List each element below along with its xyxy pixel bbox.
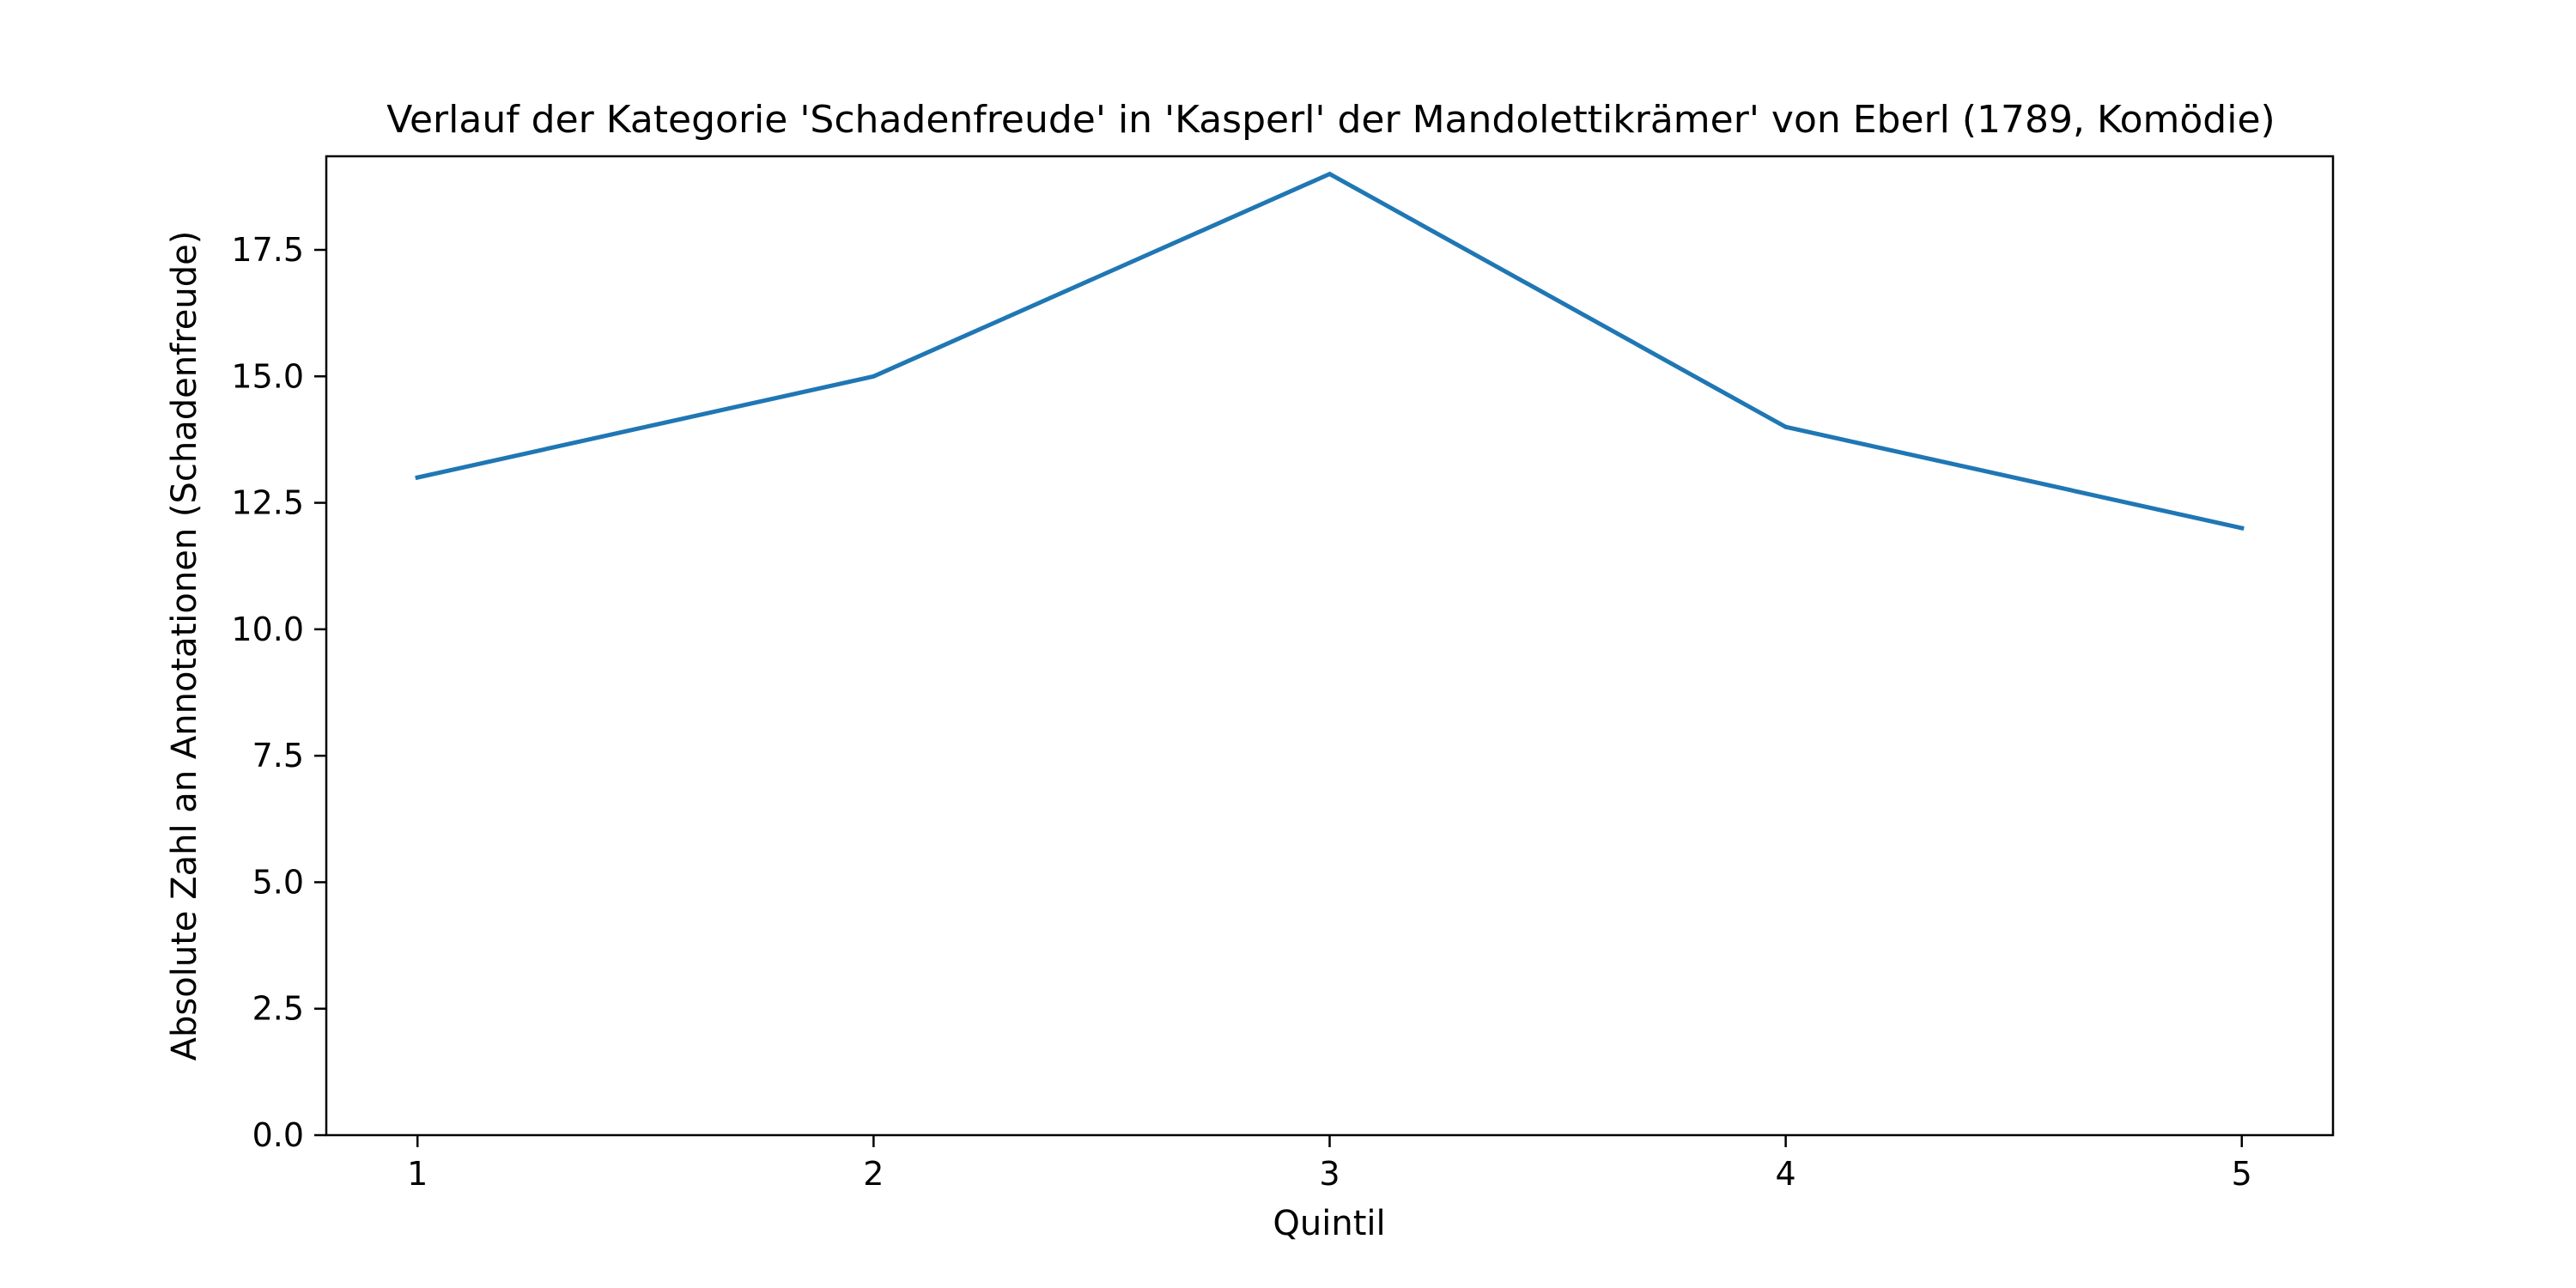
chart-title: Verlauf der Kategorie 'Schadenfreude' in… bbox=[386, 98, 2275, 142]
y-tick-label: 12.5 bbox=[231, 484, 304, 522]
y-tick-label: 0.0 bbox=[252, 1116, 304, 1154]
y-tick-label: 7.5 bbox=[252, 737, 304, 775]
plot-frame bbox=[325, 155, 2335, 1137]
y-axis-label: Absolute Zahl an Annotationen (Schadenfr… bbox=[165, 231, 204, 1061]
plot-area bbox=[326, 156, 2333, 1135]
y-tick-label: 2.5 bbox=[252, 990, 304, 1028]
x-tick-label: 5 bbox=[2232, 1155, 2252, 1193]
data-point bbox=[1327, 172, 1332, 177]
y-tick-label: 15.0 bbox=[231, 357, 304, 395]
series-layer bbox=[415, 172, 2245, 531]
x-tick-label: 2 bbox=[863, 1155, 884, 1193]
x-tick-label: 3 bbox=[1319, 1155, 1340, 1193]
x-tick-label: 4 bbox=[1776, 1155, 1796, 1193]
y-tick-label: 10.0 bbox=[231, 611, 304, 648]
y-tick-label: 5.0 bbox=[252, 863, 304, 901]
data-point bbox=[871, 374, 876, 379]
data-point bbox=[1783, 424, 1789, 429]
x-axis-label: Quintil bbox=[1273, 1204, 1385, 1243]
data-point bbox=[415, 475, 420, 480]
data-point bbox=[2239, 526, 2245, 531]
x-axis-ticks: 1 2 3 4 5 bbox=[407, 1135, 2252, 1193]
x-tick-label: 1 bbox=[407, 1155, 428, 1193]
y-axis-ticks: 0.0 2.5 5.0 7.5 10.0 12.5 15.0 17.5 bbox=[231, 231, 326, 1154]
y-tick-label: 17.5 bbox=[231, 231, 304, 269]
